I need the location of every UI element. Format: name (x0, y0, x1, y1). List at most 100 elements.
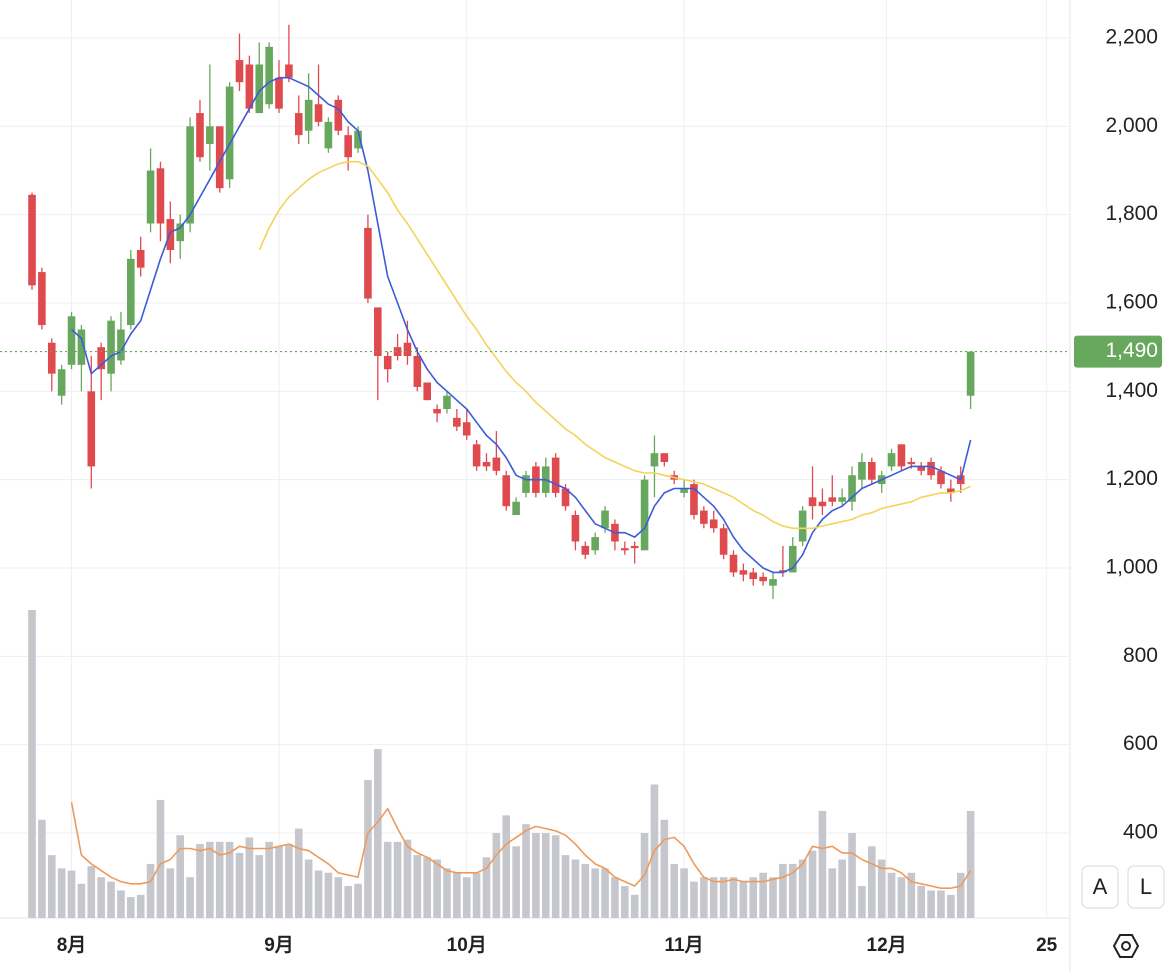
volume-bar (196, 844, 204, 918)
axis-layer: 400 600 800 1,000 1,200 1,400 1,600 1,800 2,000 2… (57, 26, 1162, 956)
volume-bar (97, 877, 105, 918)
volume-bar (729, 877, 738, 918)
volume-bar (393, 841, 402, 918)
volume-bar (47, 855, 56, 918)
volume-bar (433, 859, 441, 918)
candle-body (788, 545, 797, 573)
volume-bar (294, 828, 303, 918)
volume-bar (690, 881, 698, 918)
candle-body (472, 444, 481, 467)
volume-bar (38, 819, 46, 918)
control-button[interactable] (1081, 865, 1119, 909)
candle-body (561, 488, 570, 507)
volume-bar (956, 872, 965, 918)
candle-body (127, 258, 135, 326)
candle-body (907, 462, 916, 465)
volume-bar (314, 870, 323, 918)
y-tick-label: 1,200 (1105, 467, 1158, 490)
candle-body (57, 369, 66, 396)
candle-body (482, 462, 491, 467)
settings-icon[interactable] (1112, 934, 1140, 958)
candle-body (176, 223, 185, 242)
volume-bar (146, 863, 155, 918)
x-tick-label: 12月 (867, 935, 907, 956)
volume-bar (828, 868, 837, 918)
candle-body (462, 422, 471, 436)
candle-body (97, 347, 105, 370)
candle-body (917, 466, 926, 471)
volume-bar (571, 859, 580, 918)
control-label[interactable]: L (1140, 874, 1152, 899)
candle-body (591, 537, 599, 551)
candle-body (225, 86, 234, 180)
volume-bar (206, 841, 214, 918)
candle-body (245, 64, 254, 109)
last-price-badge (1074, 335, 1162, 368)
volume-bar (235, 852, 244, 918)
last-price-label: 1,490 (1105, 339, 1158, 362)
volume-bar (947, 894, 955, 918)
candle-body (186, 126, 194, 224)
volume-bar (364, 780, 372, 918)
candle-body (67, 316, 76, 365)
volume-bar (779, 863, 787, 918)
candle-body (38, 272, 46, 326)
volume-bar (670, 863, 679, 918)
volume-bar (374, 749, 382, 918)
volume-bar (591, 868, 599, 918)
x-tick-label: 9月 (264, 935, 294, 956)
candle-layer (28, 24, 975, 599)
candle-body (117, 329, 125, 361)
candle-body (838, 497, 846, 502)
candle-body (522, 475, 530, 493)
volume-bar (818, 810, 827, 918)
volume-bar (127, 897, 135, 918)
volume-bar (354, 883, 362, 918)
candle-body (453, 417, 461, 427)
volume-bar (136, 894, 145, 918)
candle-body (146, 170, 155, 224)
candle-body (650, 453, 659, 467)
control-button[interactable] (1127, 865, 1165, 909)
candle-body (887, 453, 896, 467)
candle-body (314, 104, 323, 122)
candle-body (551, 457, 560, 493)
volume-bar (423, 857, 432, 918)
volume-bar (660, 819, 669, 918)
candle-body (729, 554, 738, 573)
settings-hexagon[interactable] (1112, 934, 1140, 958)
control-l[interactable]: L (1127, 865, 1165, 909)
candle-body (640, 479, 649, 551)
candle-body (680, 488, 688, 493)
y-tick-label: 1,600 (1105, 291, 1158, 314)
y-tick-label: 1,400 (1105, 379, 1158, 402)
volume-bar (532, 833, 540, 918)
volume-bar (107, 881, 115, 918)
settings-dot[interactable] (1121, 941, 1131, 951)
candle-body (166, 219, 175, 250)
control-label[interactable]: A (1093, 874, 1108, 899)
volume-bar (522, 824, 530, 918)
volume-bar (166, 868, 175, 918)
candle-body (798, 510, 807, 542)
volume-bar (551, 835, 560, 918)
candle-body (828, 497, 837, 502)
volume-bar (57, 868, 66, 918)
volume-bar (275, 846, 283, 918)
candle-body (937, 470, 945, 485)
candle-body (413, 355, 422, 387)
candle-body (719, 528, 728, 555)
candle-body (443, 395, 451, 410)
moving-average-line (70, 76, 972, 574)
volume-bar (492, 833, 501, 918)
volume-ma-line (70, 801, 972, 889)
candle-body (423, 382, 432, 401)
candle-body (28, 194, 36, 286)
volume-bar (117, 890, 125, 918)
volume-bar (838, 859, 846, 918)
candle-body (285, 64, 293, 78)
control-a[interactable]: A (1081, 865, 1119, 909)
candle-body (206, 126, 214, 144)
volume-bar (700, 877, 708, 918)
